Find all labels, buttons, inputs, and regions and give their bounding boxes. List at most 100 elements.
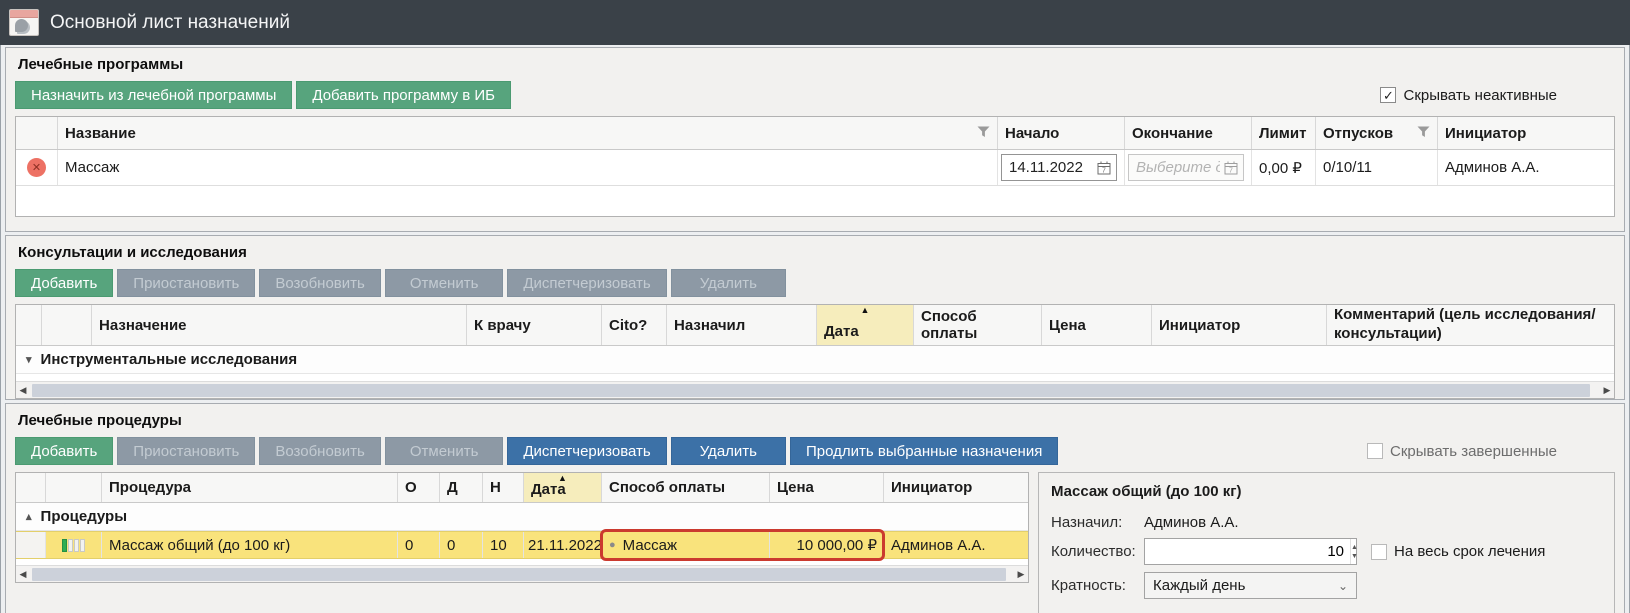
program-row-massage[interactable]: ✕ Массаж 7 7: [16, 150, 1614, 186]
consult-col-assignment[interactable]: Назначение: [92, 305, 467, 345]
proc-col-o[interactable]: О: [398, 473, 440, 502]
hide-completed-checkbox[interactable]: Скрывать завершенные: [1367, 443, 1557, 460]
calendar-icon[interactable]: 7: [1224, 161, 1238, 175]
program-delete-cell: ✕: [16, 150, 58, 185]
chevron-down-icon: ⌄: [1337, 578, 1348, 593]
consult-col-assignedby[interactable]: Назначил: [667, 305, 817, 345]
proc-dispatch-button[interactable]: Диспетчеризовать: [507, 437, 667, 465]
proc-o-cell: 0: [398, 532, 440, 558]
consult-col-price[interactable]: Цена: [1042, 305, 1152, 345]
proc-col-date-sorted[interactable]: ▲ Дата: [524, 473, 602, 502]
full-term-checkbox[interactable]: На весь срок лечения: [1371, 543, 1545, 560]
spinner-up-icon[interactable]: ▲: [1351, 543, 1358, 551]
assigned-by-value: Админов А.А.: [1144, 514, 1239, 531]
proc-col-initiator[interactable]: Инициатор: [891, 479, 973, 496]
calendar-icon[interactable]: 7: [1097, 161, 1111, 175]
proc-col-status: [46, 473, 102, 502]
scroll-left-icon[interactable]: ◀: [19, 568, 27, 579]
programs-col-rowselector: [16, 117, 58, 149]
proc-date-cell: 21.11.2022: [524, 532, 602, 558]
group-row-procedures[interactable]: ▴ Процедуры: [16, 503, 1028, 531]
consultations-hscrollbar[interactable]: ◀ ▶: [16, 381, 1614, 398]
procedures-hscrollbar[interactable]: ◀ ▶: [16, 565, 1028, 582]
scroll-thumb[interactable]: [32, 567, 1006, 581]
programs-col-limit[interactable]: Лимит: [1252, 117, 1316, 149]
consult-col-status: [42, 305, 92, 345]
filter-icon[interactable]: [1417, 125, 1430, 142]
consult-cancel-button[interactable]: Отменить: [384, 269, 504, 297]
proc-col-rowselector: [16, 473, 46, 502]
consult-dispatch-button[interactable]: Диспетчеризовать: [507, 269, 667, 297]
section-procedures: Лечебные процедуры Добавить Приостановит…: [5, 403, 1625, 613]
proc-col-procedure[interactable]: Процедура: [102, 473, 398, 502]
expander-icon[interactable]: ▴: [26, 511, 32, 523]
scroll-track[interactable]: [30, 567, 1014, 581]
proc-delete-button[interactable]: Удалить: [670, 437, 786, 465]
scroll-track[interactable]: [30, 383, 1600, 397]
consult-col-comment[interactable]: Комментарий (цель исследования/консульта…: [1334, 306, 1596, 342]
window-titlebar: Основной лист назначений: [0, 0, 1630, 45]
program-initiator-cell: Админов А.А.: [1445, 159, 1540, 176]
proc-pause-button[interactable]: Приостановить: [117, 437, 256, 465]
proc-col-n[interactable]: Н: [483, 473, 524, 502]
spinner-down-icon[interactable]: ▼: [1351, 552, 1358, 560]
end-date-input[interactable]: [1136, 159, 1220, 176]
proc-col-payment[interactable]: Способ оплаты: [602, 473, 770, 502]
quantity-input[interactable]: [1145, 543, 1350, 560]
frequency-label: Кратность:: [1051, 577, 1126, 594]
consult-add-button[interactable]: Добавить: [15, 269, 114, 297]
programs-col-dispensed[interactable]: Отпусков: [1316, 117, 1438, 149]
checkbox-unchecked-icon[interactable]: [1367, 443, 1384, 459]
frequency-value: Каждый день: [1153, 577, 1246, 594]
expander-icon[interactable]: ▾: [26, 354, 32, 366]
proc-add-button[interactable]: Добавить: [15, 437, 114, 465]
programs-col-name[interactable]: Название: [58, 117, 998, 149]
consultations-table: Назначение К врачу Cito? Назначил ▲ Дата…: [15, 304, 1615, 399]
page-title: Основной лист назначений: [50, 11, 290, 33]
add-program-button[interactable]: Добавить программу в ИБ: [296, 81, 512, 109]
procedure-row-selected[interactable]: Массаж общий (до 100 кг) 0 0 10 21.11.20…: [16, 529, 1028, 561]
consultations-table-empty-area: [16, 374, 1614, 381]
consult-pause-button[interactable]: Приостановить: [117, 269, 256, 297]
delete-program-icon[interactable]: ✕: [27, 158, 46, 177]
programs-col-end[interactable]: Окончание: [1125, 117, 1252, 149]
proc-cancel-button[interactable]: Отменить: [384, 437, 504, 465]
proc-extend-button[interactable]: Продлить выбранные назначения: [789, 437, 1059, 465]
start-date-input[interactable]: [1009, 159, 1093, 176]
full-term-label: На весь срок лечения: [1394, 543, 1546, 560]
group-row-instrumental[interactable]: ▾ Инструментальные исследования: [16, 346, 1614, 374]
procedures-table: Процедура О Д Н ▲ Дата Способ оплаты Цен…: [15, 472, 1029, 583]
quantity-stepper[interactable]: ▲ ▼: [1144, 538, 1358, 565]
proc-resume-button[interactable]: Возобновить: [259, 437, 381, 465]
consult-col-cito[interactable]: Cito?: [602, 305, 667, 345]
consult-delete-button[interactable]: Удалить: [670, 269, 786, 297]
section-consultations: Консультации и исследования Добавить При…: [5, 235, 1625, 400]
end-date-field[interactable]: 7: [1128, 154, 1244, 181]
sort-asc-icon: ▲: [558, 473, 567, 483]
proc-col-d[interactable]: Д: [440, 473, 483, 502]
programs-table-empty-area: [16, 186, 1614, 216]
checkbox-checked-icon[interactable]: ✓: [1380, 87, 1397, 103]
section-title-consultations: Консультации и исследования: [18, 244, 247, 261]
assign-from-program-button[interactable]: Назначить из лечебной программы: [15, 81, 293, 109]
consult-resume-button[interactable]: Возобновить: [259, 269, 381, 297]
frequency-select[interactable]: Каждый день ⌄: [1144, 572, 1357, 599]
consult-col-payment[interactable]: Способ оплаты: [914, 305, 1042, 345]
section-treatment-programs: Лечебные программы Назначить из лечебной…: [5, 47, 1625, 232]
consult-col-doctor[interactable]: К врачу: [467, 305, 602, 345]
program-end-cell: 7: [1125, 150, 1252, 185]
hide-inactive-checkbox[interactable]: ✓ Скрывать неактивные: [1380, 87, 1557, 104]
programs-col-start[interactable]: Начало: [998, 117, 1125, 149]
scroll-left-icon[interactable]: ◀: [19, 384, 27, 395]
proc-price-cell: 10 000,00 ₽: [770, 532, 884, 558]
scroll-right-icon[interactable]: ▶: [1017, 568, 1025, 579]
scroll-thumb[interactable]: [32, 383, 1590, 397]
proc-col-price[interactable]: Цена: [770, 473, 884, 502]
scroll-right-icon[interactable]: ▶: [1603, 384, 1611, 395]
filter-icon[interactable]: [977, 125, 990, 142]
programs-col-initiator[interactable]: Инициатор: [1445, 124, 1527, 142]
consult-col-date-sorted[interactable]: ▲ Дата: [817, 305, 914, 345]
checkbox-unchecked-icon[interactable]: [1371, 543, 1387, 560]
start-date-field[interactable]: 7: [1001, 154, 1117, 181]
consult-col-initiator[interactable]: Инициатор: [1152, 305, 1327, 345]
